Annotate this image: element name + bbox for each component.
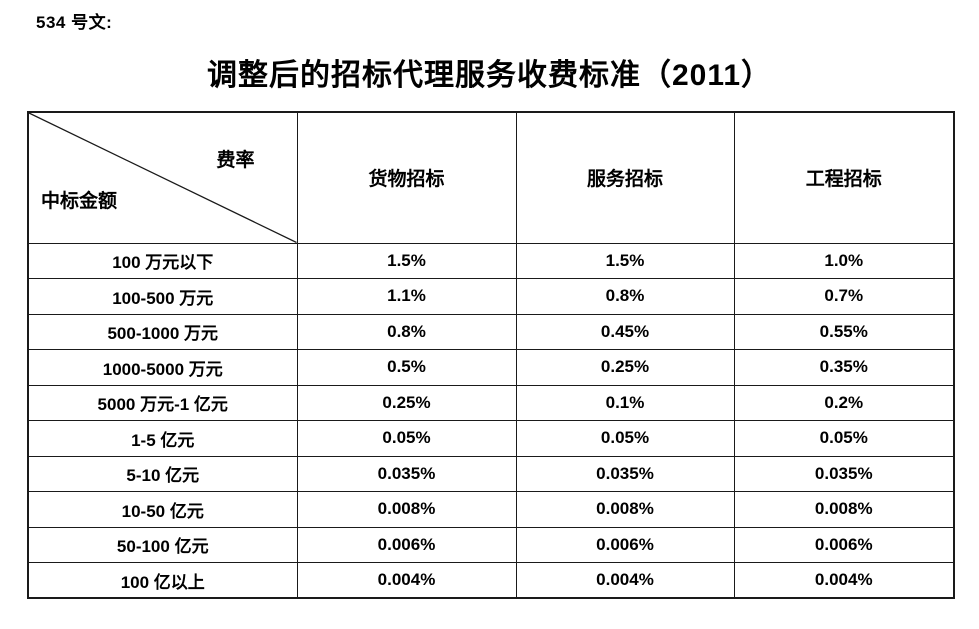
table-row: 100-500 万元 1.1% 0.8% 0.7% [27, 278, 955, 315]
table-row: 100 亿以上 0.004% 0.004% 0.004% [27, 562, 955, 599]
fee-rate-table: 费率 中标金额 货物招标 服务招标 工程招标 100 万元以下 1.5% 1.5… [27, 111, 955, 599]
rate-cell-goods: 1.1% [296, 278, 517, 315]
rate-cell-service: 0.035% [515, 455, 735, 492]
column-header-engineering: 工程招标 [733, 111, 955, 244]
table-row: 5-10 亿元 0.035% 0.035% 0.035% [27, 455, 955, 492]
table-row: 100 万元以下 1.5% 1.5% 1.0% [27, 242, 955, 279]
rate-cell-engineering: 0.004% [733, 562, 955, 599]
table-row: 5000 万元-1 亿元 0.25% 0.1% 0.2% [27, 384, 955, 421]
rate-cell-goods: 0.25% [296, 384, 517, 421]
amount-cell: 100 万元以下 [27, 242, 298, 279]
rate-cell-service: 0.45% [515, 313, 735, 350]
amount-cell: 50-100 亿元 [27, 526, 298, 563]
rate-cell-engineering: 0.2% [733, 384, 955, 421]
rate-cell-goods: 0.006% [296, 526, 517, 563]
amount-cell: 5-10 亿元 [27, 455, 298, 492]
amount-cell: 100 亿以上 [27, 562, 298, 599]
table-row: 1000-5000 万元 0.5% 0.25% 0.35% [27, 349, 955, 386]
rate-cell-engineering: 0.05% [733, 420, 955, 457]
rate-cell-service: 0.8% [515, 278, 735, 315]
rate-cell-service: 1.5% [515, 242, 735, 279]
rate-cell-engineering: 0.035% [733, 455, 955, 492]
column-header-goods: 货物招标 [296, 111, 517, 244]
rate-cell-goods: 1.5% [296, 242, 517, 279]
rate-cell-engineering: 0.006% [733, 526, 955, 563]
table-row: 500-1000 万元 0.8% 0.45% 0.55% [27, 313, 955, 350]
rate-cell-engineering: 1.0% [733, 242, 955, 279]
rate-cell-service: 0.008% [515, 491, 735, 528]
table-header-row: 费率 中标金额 货物招标 服务招标 工程招标 [27, 111, 955, 244]
rate-cell-engineering: 0.35% [733, 349, 955, 386]
rate-cell-goods: 0.8% [296, 313, 517, 350]
rate-cell-service: 0.006% [515, 526, 735, 563]
amount-cell: 5000 万元-1 亿元 [27, 384, 298, 421]
diagonal-divider-line [29, 113, 297, 243]
table-row: 1-5 亿元 0.05% 0.05% 0.05% [27, 420, 955, 457]
corner-label-rate: 费率 [216, 150, 255, 171]
rate-cell-engineering: 0.008% [733, 491, 955, 528]
rate-cell-goods: 0.008% [296, 491, 517, 528]
document-number: 534 号文: [36, 13, 113, 32]
amount-cell: 10-50 亿元 [27, 491, 298, 528]
rate-cell-service: 0.05% [515, 420, 735, 457]
amount-cell: 1000-5000 万元 [27, 349, 298, 386]
rate-cell-engineering: 0.7% [733, 278, 955, 315]
column-header-service: 服务招标 [515, 111, 735, 244]
amount-cell: 1-5 亿元 [27, 420, 298, 457]
rate-cell-goods: 0.5% [296, 349, 517, 386]
table-row: 10-50 亿元 0.008% 0.008% 0.008% [27, 491, 955, 528]
corner-label-amount: 中标金额 [41, 190, 118, 212]
amount-cell: 500-1000 万元 [27, 313, 298, 350]
rate-cell-goods: 0.035% [296, 455, 517, 492]
diagonal-header-cell: 费率 中标金额 [27, 111, 298, 244]
table-row: 50-100 亿元 0.006% 0.006% 0.006% [27, 526, 955, 563]
rate-cell-engineering: 0.55% [733, 313, 955, 350]
rate-cell-service: 0.1% [515, 384, 735, 421]
rate-cell-service: 0.25% [515, 349, 735, 386]
amount-cell: 100-500 万元 [27, 278, 298, 315]
rate-cell-service: 0.004% [515, 562, 735, 599]
rate-cell-goods: 0.05% [296, 420, 517, 457]
page-title: 调整后的招标代理服务收费标准（2011） [206, 59, 773, 92]
rate-cell-goods: 0.004% [296, 562, 517, 599]
